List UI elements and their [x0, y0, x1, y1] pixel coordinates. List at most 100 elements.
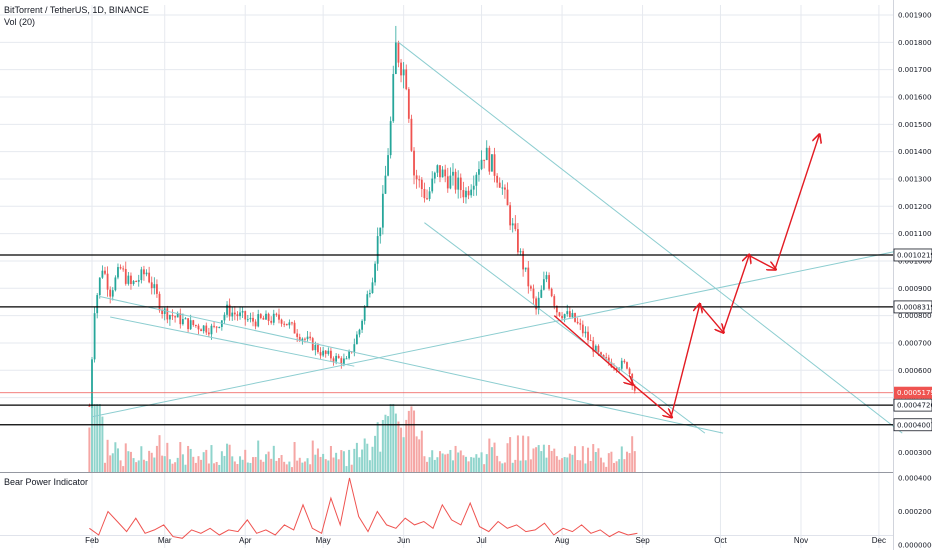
candle-body: [545, 275, 548, 280]
volume-bar: [127, 451, 130, 472]
candle-body: [314, 345, 317, 351]
candle-body: [179, 313, 182, 325]
level-label-box: [893, 418, 932, 432]
volume-bar: [615, 461, 618, 472]
volume-bar: [532, 448, 535, 472]
candle-body: [555, 305, 558, 313]
candle-body: [158, 293, 161, 311]
volume-bar: [306, 458, 309, 472]
candle-body: [514, 223, 517, 230]
candle-body: [431, 178, 434, 192]
candle-body: [337, 355, 340, 359]
volume-bar: [215, 461, 218, 472]
bear-power-line: [89, 477, 638, 539]
volume-bar: [148, 450, 151, 472]
volume-bar: [267, 451, 270, 472]
volume-bar: [309, 464, 312, 472]
candle-body: [345, 358, 348, 360]
candle-body: [439, 165, 441, 178]
current-price-label: 0.0005179: [897, 389, 932, 397]
volume-bar: [194, 462, 197, 472]
candle-body: [371, 282, 374, 294]
candle-body: [623, 360, 626, 363]
candle-body: [288, 322, 291, 326]
volume-bar: [275, 460, 278, 472]
volume-bar: [241, 459, 244, 472]
volume-bar: [93, 404, 96, 472]
bear-power-label: Bear Power Indicator: [4, 477, 89, 487]
volume-bar: [98, 404, 101, 472]
volume-bar: [350, 464, 353, 472]
candle-body: [563, 314, 566, 319]
candle-body: [441, 169, 444, 178]
volume-bar: [550, 450, 553, 472]
volume-bar: [122, 466, 125, 472]
volume-bar: [179, 442, 182, 472]
candle-body: [397, 42, 400, 63]
level-label-box: [893, 398, 932, 412]
candle-body: [301, 338, 304, 341]
candle-body: [122, 268, 125, 270]
candle-body: [161, 310, 164, 314]
candle-body: [374, 263, 376, 283]
x-tick-label: Dec: [872, 536, 886, 545]
volume-bar: [514, 459, 517, 472]
volume-bar: [264, 454, 267, 472]
candle-body: [143, 269, 145, 275]
projection-arrow: [670, 305, 700, 417]
volume-bar: [470, 457, 473, 472]
volume-bar: [548, 444, 551, 472]
candle-body: [278, 314, 280, 320]
candle-body: [504, 187, 506, 190]
volume-bar: [581, 446, 584, 472]
chart-symbol-title: BitTorrent / TetherUS, 1D, BINANCE: [4, 5, 149, 15]
volume-bar: [342, 451, 345, 472]
candle-body: [449, 175, 452, 189]
candle-body: [200, 329, 202, 332]
candle-body: [88, 405, 91, 407]
volume-bar: [522, 435, 525, 472]
volume-bar: [444, 454, 447, 472]
volume-bar: [226, 443, 229, 472]
candle-body: [311, 338, 314, 351]
volume-bar: [418, 439, 421, 472]
volume-bar: [397, 421, 400, 472]
volume-bar: [103, 462, 106, 472]
volume-bar: [283, 461, 286, 472]
candle-body: [423, 189, 426, 199]
volume-bar: [600, 457, 603, 472]
volume-bar: [358, 457, 361, 472]
volume-bar: [503, 462, 506, 472]
volume-bar: [415, 436, 418, 472]
candle-body: [218, 326, 221, 328]
volume-bar: [174, 462, 177, 472]
candle-body: [483, 159, 486, 161]
candle-body: [298, 336, 301, 341]
level-label-box: [893, 248, 932, 262]
projection-arrow: [722, 256, 749, 333]
candle-body: [444, 169, 447, 177]
candle-body: [522, 251, 525, 270]
volume-bar: [496, 455, 499, 472]
volume-bar: [410, 406, 413, 472]
volume-bar: [623, 459, 626, 472]
candle-body: [509, 205, 512, 226]
candle-body: [584, 331, 587, 334]
volume-bar: [405, 419, 408, 472]
candle-body: [389, 121, 392, 156]
volume-bar: [166, 442, 169, 472]
candle-body: [254, 321, 257, 327]
volume-bar: [605, 466, 608, 472]
volume-bar: [553, 448, 556, 472]
candle-body: [480, 159, 483, 170]
volume-bar: [355, 442, 358, 472]
trend-line: [110, 316, 355, 367]
volume-bar: [181, 454, 184, 472]
candle-body: [524, 267, 527, 270]
candle-body: [459, 177, 462, 191]
volume-bar: [420, 430, 423, 472]
candle-body: [348, 351, 351, 359]
volume-bar: [207, 463, 210, 472]
